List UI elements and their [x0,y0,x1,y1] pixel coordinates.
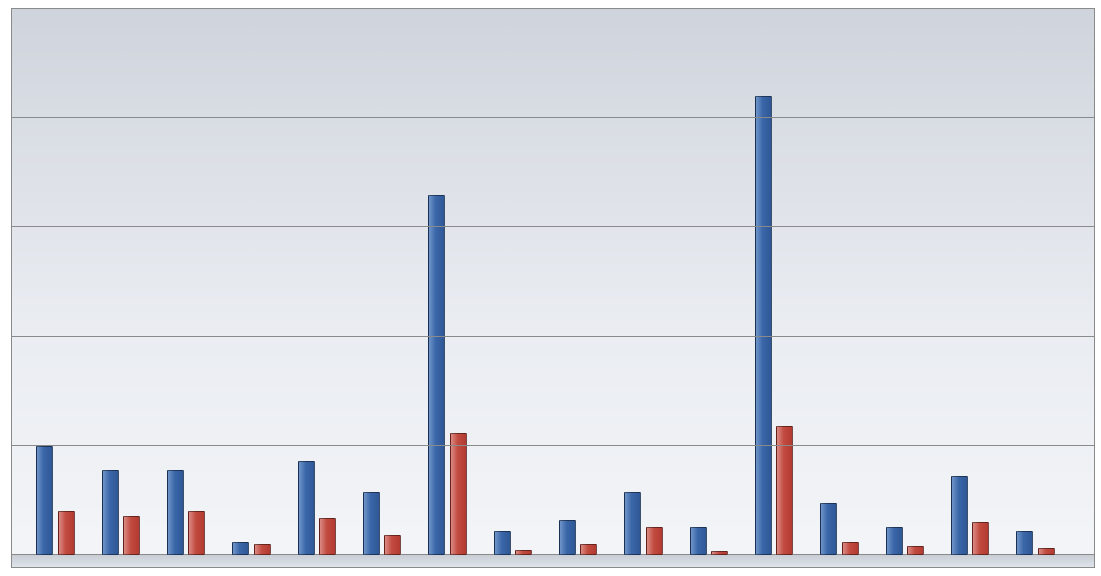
bar-series-b [58,511,75,555]
bar-series-b [1038,548,1055,555]
chart-floor [12,554,1094,567]
gridline [12,336,1094,337]
bar-series-b [711,551,728,555]
bar-series-a [951,476,968,555]
bar-series-b [515,550,532,555]
bar-chart [0,0,1101,576]
bar-series-b [972,522,989,555]
bar-series-a [1016,531,1033,555]
bar-series-a [102,470,119,555]
bar-series-b [188,511,205,555]
bar-series-a [232,542,249,555]
bar-series-a [36,446,53,555]
bar-series-b [907,546,924,555]
bar-series-a [690,527,707,555]
gridline [12,445,1094,446]
bar-series-b [646,527,663,555]
bar-series-b [842,542,859,555]
bar-series-a [755,96,772,555]
bars-layer [12,9,1094,555]
bar-series-b [254,544,271,555]
gridline [12,117,1094,118]
bar-series-b [123,516,140,555]
bar-series-b [319,518,336,555]
bar-series-a [494,531,511,555]
bar-series-a [363,492,380,555]
gridline [12,8,1094,9]
bar-series-b [580,544,597,555]
bar-series-a [428,195,445,555]
bar-series-a [820,503,837,555]
bar-series-a [559,520,576,555]
bar-series-b [450,433,467,555]
bar-series-a [298,461,315,555]
bar-series-a [624,492,641,555]
gridline [12,226,1094,227]
bar-series-a [886,527,903,555]
bar-series-a [167,470,184,555]
plot-area [11,8,1095,568]
bar-series-b [384,535,401,555]
